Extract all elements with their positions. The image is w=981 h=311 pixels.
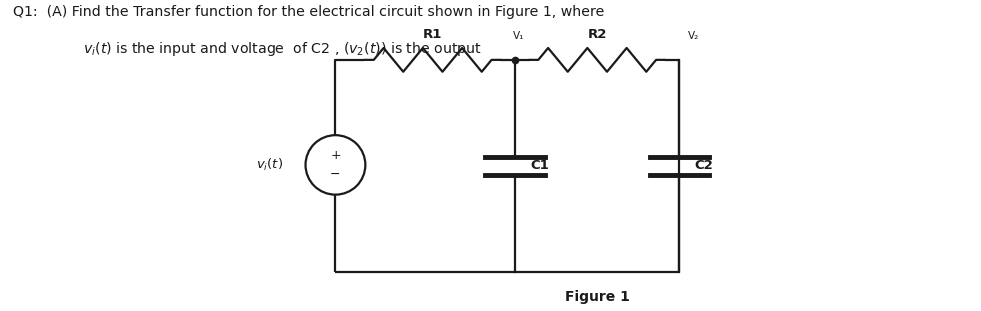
Text: V₁: V₁	[513, 31, 525, 41]
Text: −: −	[331, 168, 340, 181]
Text: Q1:  (A) Find the Transfer function for the electrical circuit shown in Figure 1: Q1: (A) Find the Transfer function for t…	[14, 5, 604, 19]
Text: V₂: V₂	[688, 31, 698, 41]
Text: $v_i(t)$ is the input and voltage  of C2 , $(v_2(t))$ is the output: $v_i(t)$ is the input and voltage of C2 …	[83, 40, 482, 58]
Text: +: +	[331, 149, 340, 161]
Text: R1: R1	[423, 28, 442, 41]
Text: C1: C1	[530, 160, 548, 172]
Text: Figure 1: Figure 1	[565, 290, 630, 304]
Text: $v_i(t)$: $v_i(t)$	[256, 157, 284, 173]
Text: C2: C2	[695, 160, 713, 172]
Text: R2: R2	[588, 28, 607, 41]
